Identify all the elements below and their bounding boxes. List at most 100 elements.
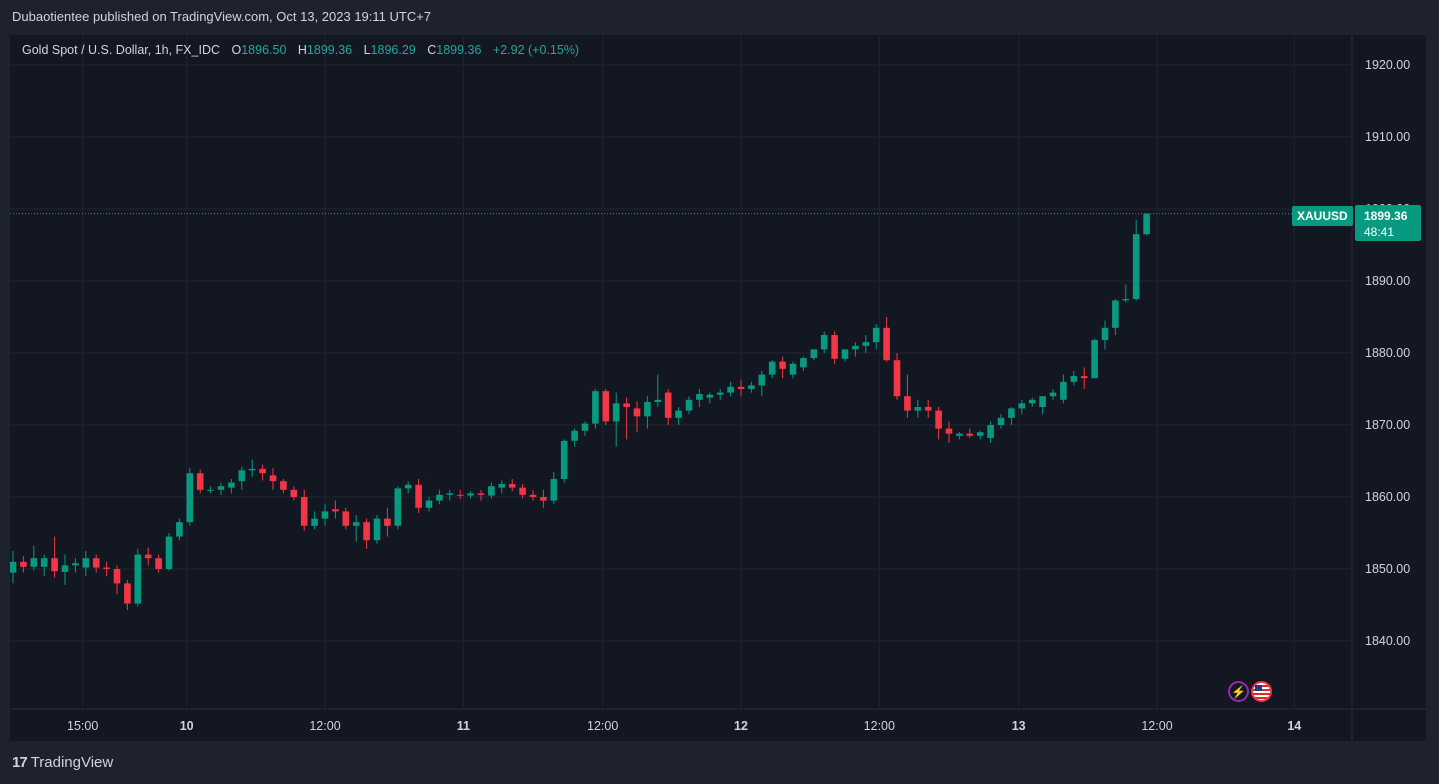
chart-area[interactable]: 1920.001910.001900.001890.001880.001870.…	[10, 35, 1426, 741]
open-value: 1896.50	[241, 43, 287, 57]
candle-body	[488, 486, 495, 496]
candle-body	[810, 349, 818, 359]
candle	[248, 459, 256, 477]
candle	[571, 428, 578, 447]
brand-name: TradingView	[30, 754, 114, 771]
candle	[758, 371, 766, 397]
candle	[1008, 407, 1015, 425]
candle	[10, 551, 17, 584]
candle-body	[716, 392, 724, 395]
time-tick-label: 13	[1012, 719, 1026, 733]
time-axis[interactable]: 15:00 10 12:00 11 12:00 12 12:00 13 12:00 14	[67, 719, 1301, 733]
candle	[113, 565, 121, 595]
candle	[872, 324, 880, 350]
candle	[92, 554, 100, 573]
candle	[124, 579, 131, 611]
candle	[134, 548, 142, 607]
candle	[831, 331, 838, 364]
candle-body	[384, 518, 391, 526]
candle-body	[966, 433, 974, 436]
candle-body	[20, 561, 27, 567]
candle	[737, 379, 745, 397]
candle-body	[113, 569, 121, 584]
candle	[1101, 320, 1109, 350]
candlestick-chart[interactable]: 1920.001910.001900.001890.001880.001870.…	[10, 35, 1426, 741]
candle	[696, 389, 703, 407]
candle	[612, 392, 620, 447]
candle	[186, 468, 194, 526]
event-badges[interactable]: ⚡	[1228, 681, 1272, 702]
candle	[300, 489, 308, 531]
candle-body	[1132, 234, 1140, 299]
candle-body	[883, 327, 890, 361]
last-price-value: 1899.36	[1364, 209, 1408, 223]
candle	[914, 399, 922, 418]
candle	[1091, 338, 1098, 379]
candle	[664, 389, 672, 425]
candle-body	[997, 417, 1005, 425]
candle	[540, 489, 547, 508]
candle-body	[633, 408, 641, 417]
close-label: C	[427, 43, 437, 57]
candle-body	[612, 403, 620, 422]
candle-body	[82, 558, 90, 568]
footer-brand[interactable]: 17 TradingView	[12, 754, 113, 771]
lightning-icon[interactable]: ⚡	[1228, 681, 1249, 702]
candle-body	[144, 554, 152, 559]
tradingview-logo-icon: 17	[12, 754, 28, 771]
candles	[10, 213, 1150, 611]
low-label: L	[363, 43, 371, 57]
candle-body	[165, 536, 173, 569]
candle	[592, 389, 599, 429]
candle	[779, 356, 786, 379]
candle-body	[508, 484, 516, 488]
price-tick-label: 1850.00	[1365, 562, 1410, 576]
candle-body	[477, 493, 485, 495]
candle-body	[831, 335, 838, 359]
candle-body	[394, 488, 402, 526]
candle	[446, 489, 454, 501]
candle-body	[675, 410, 682, 418]
candle	[1060, 374, 1067, 404]
candle-body	[1080, 376, 1088, 379]
change-value: +2.92 (+0.15%)	[492, 43, 580, 57]
candle-body	[1018, 403, 1026, 409]
candle-body	[124, 583, 131, 604]
candle	[207, 486, 214, 494]
candle	[40, 554, 48, 577]
candle	[467, 491, 474, 499]
candle-body	[560, 440, 568, 479]
candle-body	[92, 558, 100, 568]
time-tick-label: 14	[1287, 719, 1301, 733]
candle-body	[134, 554, 142, 604]
candle	[196, 469, 204, 494]
price-tick-label: 1910.00	[1365, 130, 1410, 144]
us-flag-icon[interactable]	[1251, 681, 1272, 702]
candle	[311, 511, 318, 530]
candle-body	[196, 473, 204, 490]
candle	[529, 489, 537, 501]
price-axis[interactable]: 1920.001910.001900.001890.001880.001870.…	[1365, 58, 1410, 648]
candle-body	[1091, 340, 1098, 379]
candle-body	[540, 497, 547, 501]
price-tick-label: 1870.00	[1365, 418, 1410, 432]
candle	[508, 479, 516, 492]
price-tick-label: 1880.00	[1365, 346, 1410, 360]
candle-body	[529, 494, 537, 497]
candle-body	[1008, 408, 1015, 418]
candle-body	[321, 511, 329, 519]
high-label: H	[297, 43, 307, 57]
candle-body	[696, 394, 703, 400]
candle	[425, 497, 433, 512]
candle-body	[248, 468, 256, 471]
candle-body	[644, 401, 651, 417]
candle	[20, 556, 27, 573]
candle	[238, 466, 246, 490]
candle-body	[498, 484, 506, 488]
candle	[290, 486, 298, 501]
candle-body	[779, 361, 786, 369]
candle-body	[904, 396, 911, 411]
candle	[1122, 284, 1130, 303]
candle-body	[706, 394, 714, 398]
candle	[30, 545, 38, 571]
